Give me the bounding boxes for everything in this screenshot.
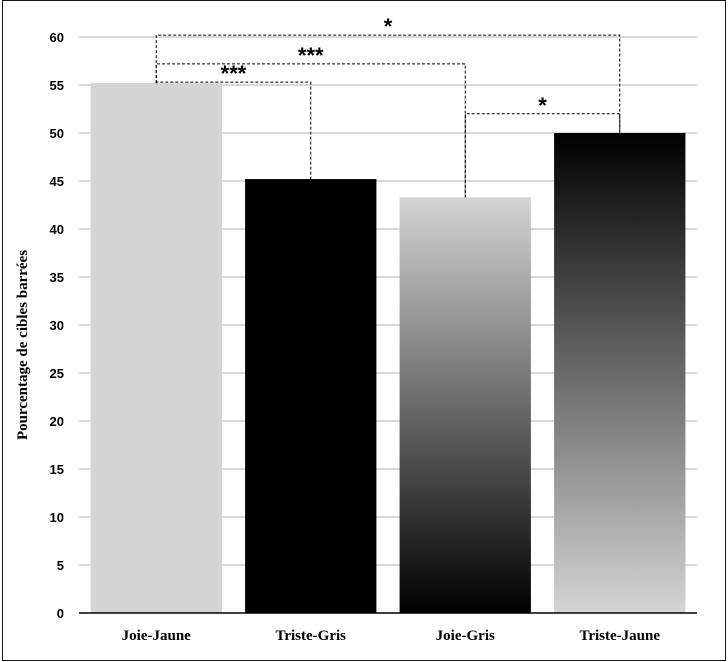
bars: [90, 83, 686, 613]
y-tick-label: 35: [50, 270, 64, 285]
significance-label: ***: [298, 43, 324, 68]
category-label: Joie-Gris: [436, 628, 495, 644]
significance-label: *: [384, 14, 393, 39]
significance-bracket: [464, 113, 621, 198]
significance-label: ***: [221, 61, 247, 86]
category-label: Joie-Jaune: [122, 628, 192, 644]
y-tick-label: 40: [50, 222, 64, 237]
y-tick-label: 55: [50, 78, 64, 93]
category-label: Triste-Gris: [275, 628, 346, 644]
y-tick-label: 50: [50, 126, 64, 141]
category-label: Triste-Jaune: [579, 628, 660, 644]
bar-joie-gris: [399, 197, 531, 613]
y-tick-label: 10: [50, 510, 64, 525]
y-tick-label: 25: [50, 366, 64, 381]
category-labels: Joie-Jaune Triste-Gris Joie-Gris Triste-Jau…: [122, 628, 661, 644]
significance-bracket: [155, 34, 621, 133]
significance-bracket: [155, 81, 312, 180]
bar-joie-jaune: [90, 83, 222, 613]
y-tick-label: 60: [50, 30, 64, 45]
significance-brackets: ********: [155, 14, 621, 198]
significance-label: *: [538, 93, 547, 118]
y-tick-label: 45: [50, 174, 64, 189]
y-tick-label: 15: [50, 462, 64, 477]
y-tick-label: 5: [57, 558, 64, 573]
bar-triste-gris: [245, 179, 377, 613]
y-tick-labels: 0 5 10 15 20 25 30 35 40 45 50 55 60: [50, 30, 64, 621]
y-tick-label: 0: [57, 606, 64, 621]
y-tick-label: 30: [50, 318, 64, 333]
y-tick-label: 20: [50, 414, 64, 429]
y-axis-title: Pourcentage de cibles barrées: [15, 250, 31, 440]
bar-triste-jaune: [554, 133, 686, 613]
